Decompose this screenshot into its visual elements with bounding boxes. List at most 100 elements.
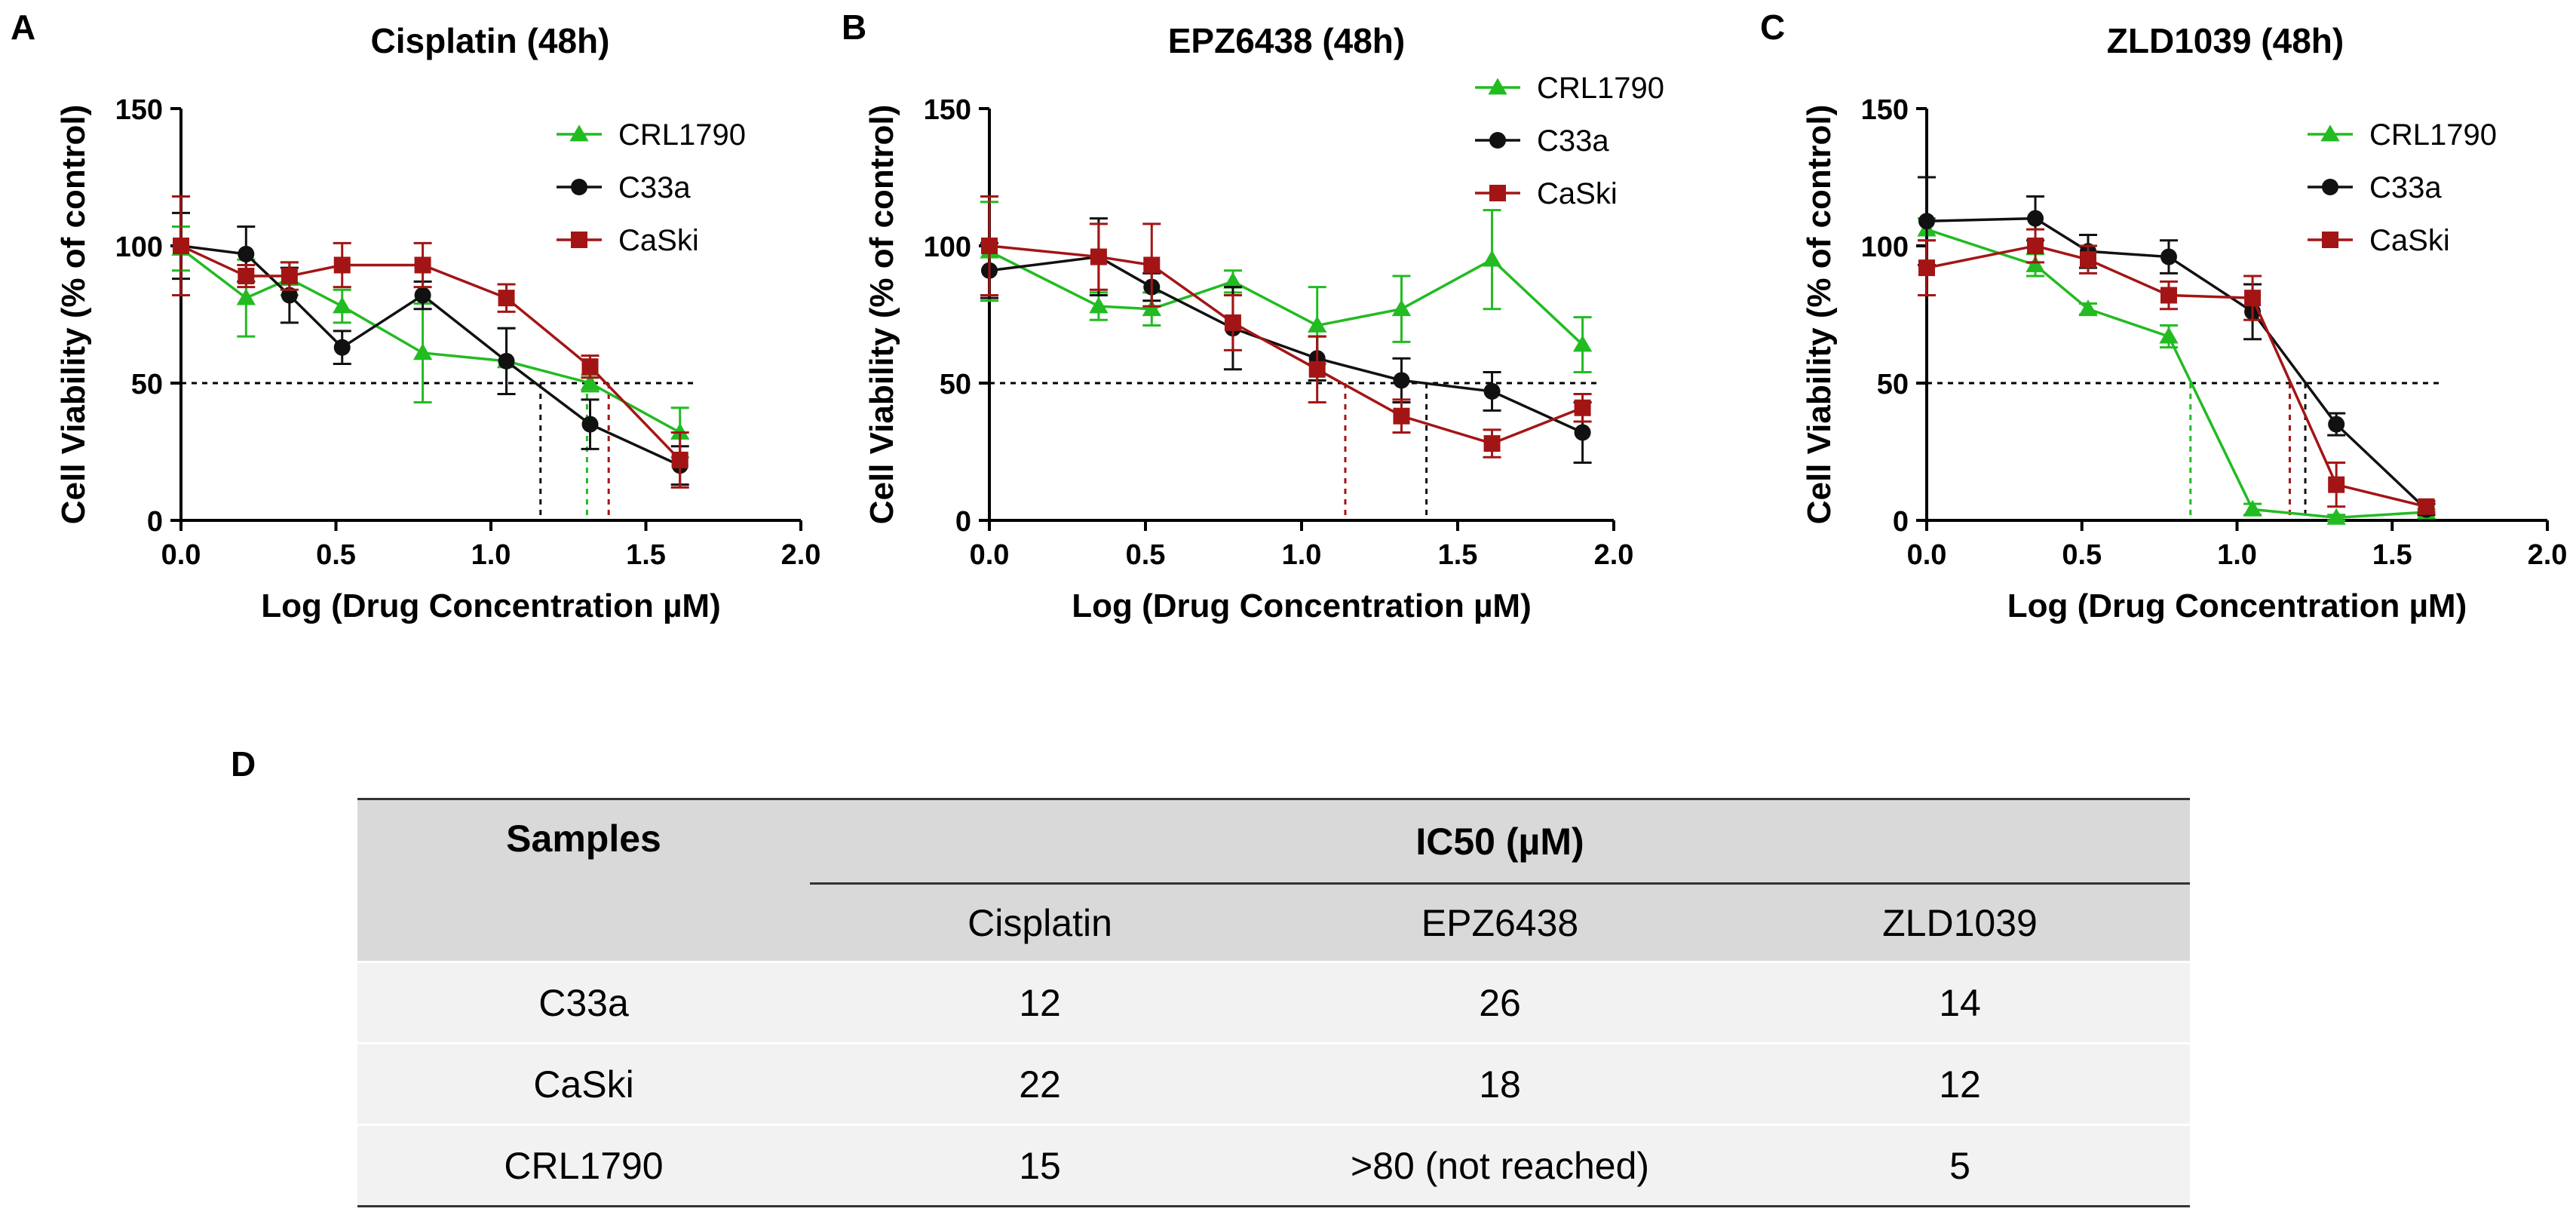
panel-b-caski-line xyxy=(989,244,1584,445)
ic50-table-container: Samples IC50 (µM) Cisplatin EPZ6438 ZLD1… xyxy=(357,798,2190,1207)
panel-c-c33a-line xyxy=(1926,216,2427,511)
panel-a-y-axis-label: Cell Viability (% of control) xyxy=(55,105,92,525)
panel-b-y-tick-label: 50 xyxy=(940,369,971,400)
panel-a-caski-point xyxy=(671,451,688,468)
panel-c-c33a-point xyxy=(1918,213,1935,230)
ic50-table: Samples IC50 (µM) Cisplatin EPZ6438 ZLD1… xyxy=(357,798,2190,1207)
panel-a-c33a-point xyxy=(498,352,515,370)
cell-value: 12 xyxy=(1730,1042,2190,1125)
panel-a-y-tick-label: 0 xyxy=(147,506,163,538)
panel-b-c33a-point xyxy=(1483,382,1501,400)
panel-b-legend-caski-label: CaSki xyxy=(1537,177,1618,210)
panel-b-legend-caski-marker xyxy=(1489,185,1506,201)
panel-c-caski-point xyxy=(2244,290,2262,307)
row-sample: CaSki xyxy=(357,1042,810,1125)
table-row: CaSki 22 18 12 xyxy=(357,1042,2190,1125)
table-header-row: Samples IC50 (µM) xyxy=(357,799,2190,962)
panel-c-y-tick-label: 100 xyxy=(1861,232,1909,263)
panel-b-y-tick-label: 100 xyxy=(924,232,971,263)
panel-a-c33a-point xyxy=(414,287,431,304)
panel-b-x-axis-label: Log (Drug Concentration µM) xyxy=(1072,587,1532,624)
panel-c-c33a-point xyxy=(2160,248,2177,265)
panel-a-x-tick-label: 0.0 xyxy=(161,539,201,571)
cell-value: 15 xyxy=(810,1124,1270,1207)
panel-c-caski-point xyxy=(2079,251,2096,268)
panel-a-c33a-point xyxy=(238,245,255,262)
panel-b-y-axis-label: Cell Viability (% of control) xyxy=(863,105,900,525)
panel-c-letter: C xyxy=(1760,8,1785,47)
panel-a-x-tick-label: 1.0 xyxy=(471,539,511,571)
panel-b-x-tick-label: 1.0 xyxy=(1282,539,1322,571)
panel-b-caski-point xyxy=(1574,399,1591,416)
panel-a-c33a-line xyxy=(180,244,681,467)
panel-c-crl1790-point xyxy=(2243,499,2262,517)
panel-a-caski-point xyxy=(414,256,431,274)
panel-c-legend-crl1790-label: CRL1790 xyxy=(2369,118,2497,152)
panel-c-y-tick-label: 0 xyxy=(1893,506,1909,538)
panel-a-crl1790-point xyxy=(333,296,352,314)
panel-a-caski-point xyxy=(281,268,298,285)
panel-a-c33a-point xyxy=(581,416,599,433)
panel-b-title: EPZ6438 (48h) xyxy=(1168,21,1405,60)
panel-c-x-tick-label: 0.5 xyxy=(2062,539,2102,571)
panel-a-title: Cisplatin (48h) xyxy=(371,21,610,60)
panel-c-x-tick-label: 0.0 xyxy=(1907,539,1947,571)
panel-b-crl1790-point xyxy=(1089,296,1109,314)
panel-b-c33a-point xyxy=(1393,372,1410,389)
panel-b-y-tick-label: 0 xyxy=(955,506,971,538)
panel-b-crl1790-line xyxy=(989,250,1584,346)
panel-a-y-tick-label: 100 xyxy=(115,232,163,263)
panel-b-caski-point xyxy=(1308,360,1326,378)
panel-c-crl1790-point xyxy=(2326,508,2346,525)
panel-c-caski-point xyxy=(2328,476,2345,493)
panel-a-caski-point xyxy=(333,256,351,274)
panel-c-title: ZLD1039 (48h) xyxy=(2107,21,2344,60)
panel-a-legend-caski-marker xyxy=(571,232,587,248)
panel-c-caski-point xyxy=(2027,238,2044,254)
cell-value: 26 xyxy=(1270,961,1730,1044)
panel-c-legend-c33a-marker xyxy=(2322,179,2338,195)
cell-value: 5 xyxy=(1730,1124,2190,1207)
panel-a-caski-point xyxy=(238,268,255,285)
panel-a-legend-caski-label: CaSki xyxy=(618,224,699,257)
panel-c-caski-point xyxy=(1918,259,1935,277)
panel-b-c33a-line xyxy=(989,255,1584,434)
row-sample: C33a xyxy=(357,961,810,1044)
ic50-group-header: IC50 (µM) xyxy=(810,799,2190,885)
panel-b-caski-point xyxy=(1483,435,1501,452)
panel-a-legend-c33a-marker xyxy=(571,179,587,195)
panel-b-c33a-point xyxy=(1574,424,1591,441)
panel-b-letter: B xyxy=(842,8,866,47)
panel-b-crl1790-point xyxy=(1223,271,1243,289)
panel-b-crl1790-point xyxy=(1308,315,1327,333)
panel-b-crl1790-point xyxy=(1572,335,1593,352)
panel-c-x-tick-label: 2.0 xyxy=(2528,539,2568,571)
panel-a-legend-c33a-label: C33a xyxy=(618,171,691,204)
cell-value: 12 xyxy=(810,961,1270,1044)
panel-c-legend-crl1790-marker xyxy=(2320,124,2340,142)
panel-c-x-axis-label: Log (Drug Concentration µM) xyxy=(2007,587,2467,624)
panel-a-y-tick-label: 150 xyxy=(115,94,163,126)
panel-b-legend-c33a-label: C33a xyxy=(1537,124,1609,158)
panel-a-crl1790-line xyxy=(179,247,681,434)
panel-c-crl1790-point xyxy=(2078,299,2098,317)
panel-b-x-tick-label: 2.0 xyxy=(1594,539,1634,571)
column-header-epz6438: EPZ6438 xyxy=(1270,883,1730,963)
row-sample: CRL1790 xyxy=(357,1124,810,1207)
column-header-zld1039: ZLD1039 xyxy=(1730,883,2190,963)
panel-c-crl1790-point xyxy=(2026,255,2045,272)
chart-figure: A Cisplatin (48h) 0 50 100 150 0.0 0.5 1.0 1.5 2.0… xyxy=(11,8,2568,624)
cell-value: 22 xyxy=(810,1042,1270,1125)
table-subheader-row: Cisplatin EPZ6438 ZLD1039 xyxy=(357,883,2190,963)
panel-c-y-axis-label: Cell Viability (% of control) xyxy=(1801,105,1838,525)
panel-b-x-tick-label: 1.5 xyxy=(1438,539,1478,571)
panel-b-legend-c33a-marker xyxy=(1489,132,1506,149)
panel-c-caski-point xyxy=(2418,498,2435,515)
panel-b-legend-crl1790-label: CRL1790 xyxy=(1537,72,1664,105)
panel-b-crl1790-point xyxy=(1482,250,1502,267)
panel-a-x-tick-label: 2.0 xyxy=(781,539,821,571)
panel-c-legend-caski-marker xyxy=(2322,232,2338,248)
panel-a-crl1790-point xyxy=(580,373,600,391)
panel-c-caski-point xyxy=(2160,287,2177,304)
panel-a-crl1790-point xyxy=(236,288,256,305)
